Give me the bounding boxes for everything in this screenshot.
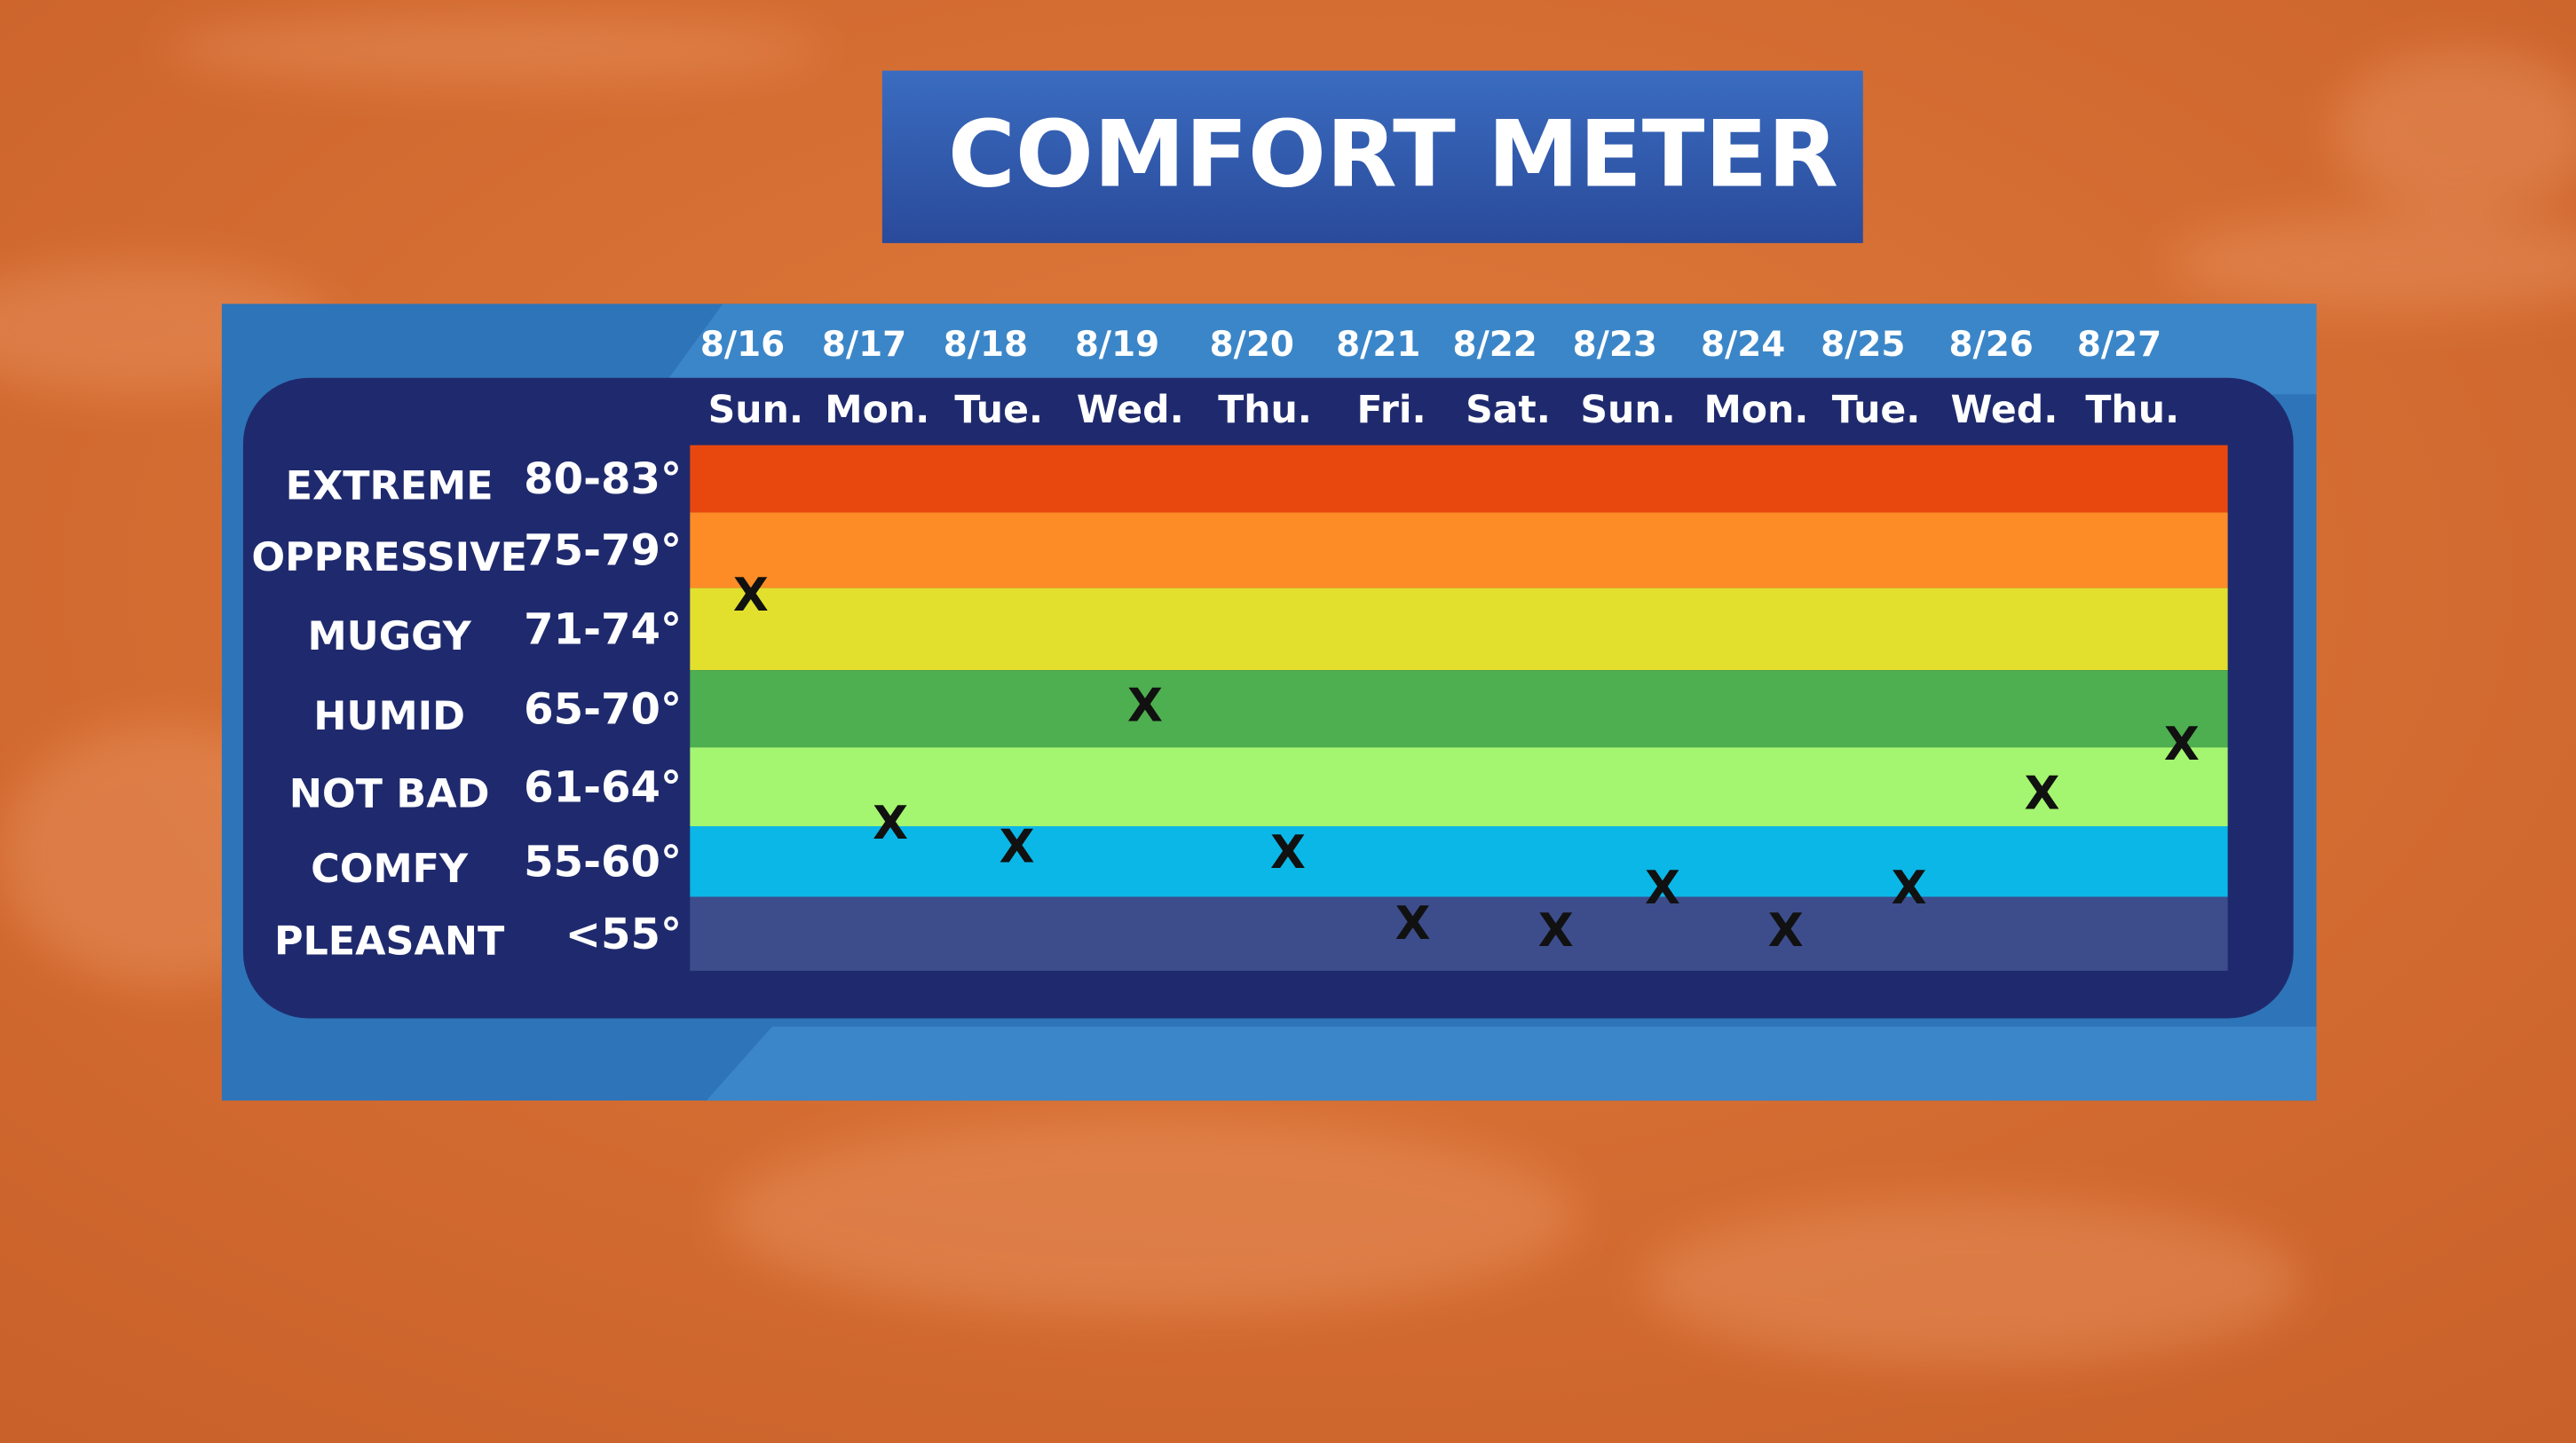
title: COMFORT METER: [948, 102, 1838, 209]
day-label: Sun.: [708, 388, 803, 432]
day-label: Mon.: [1703, 388, 1808, 432]
band-range: 65-70°: [524, 684, 682, 734]
band-label: MUGGY: [307, 614, 471, 659]
band: [690, 512, 2228, 588]
date-label: 8/24: [1701, 325, 1785, 365]
date-label: 8/26: [1948, 325, 2033, 365]
band-range: 61-64°: [524, 762, 682, 812]
band-label: OPPRESSIVE: [251, 535, 527, 580]
band-label: COMFY: [311, 847, 469, 892]
comfort-mark: X: [1538, 904, 1574, 958]
band-range: 75-79°: [524, 526, 682, 576]
date-label: 8/25: [1821, 325, 1905, 365]
band-label: EXTREME: [286, 464, 494, 509]
comfort-mark: X: [1892, 862, 1927, 915]
date-label: 8/17: [822, 325, 906, 365]
comfort-mark: X: [1645, 862, 1680, 915]
comfort-mark: X: [873, 797, 908, 850]
band: [690, 825, 2228, 897]
band-range: 55-60°: [524, 837, 682, 887]
band: [690, 747, 2228, 826]
band-label: NOT BAD: [289, 772, 490, 817]
band: [690, 587, 2228, 671]
comfort-mark: X: [1000, 821, 1035, 874]
band: [690, 896, 2228, 971]
day-label: Sun.: [1580, 388, 1675, 432]
band-label: PLEASANT: [274, 919, 505, 964]
comfort-mark: X: [733, 569, 769, 622]
band-range: 71-74°: [524, 605, 682, 655]
day-label: Wed.: [1077, 388, 1184, 432]
day-label: Mon.: [825, 388, 929, 432]
comfort-mark: X: [1395, 897, 1431, 950]
date-label: 8/18: [944, 325, 1028, 365]
band: [690, 445, 2228, 513]
panel-stripe: [706, 1026, 2317, 1101]
date-label: 8/20: [1210, 325, 1294, 365]
day-label: Thu.: [2085, 388, 2179, 432]
day-label: Tue.: [1832, 388, 1921, 432]
day-label: Thu.: [1218, 388, 1312, 432]
date-label: 8/21: [1336, 325, 1420, 365]
comfort-mark: X: [1768, 904, 1804, 958]
comfort-mark: X: [2164, 718, 2200, 771]
band-range: 80-83°: [524, 454, 682, 504]
day-label: Tue.: [954, 388, 1043, 432]
day-label: Fri.: [1357, 388, 1426, 432]
title-box: [881, 70, 1863, 243]
band-range: <55°: [565, 910, 682, 959]
date-label: 8/19: [1075, 325, 1159, 365]
comfort-mark: X: [1127, 680, 1163, 733]
day-label: Wed.: [1950, 388, 2058, 432]
comfort-mark: X: [1270, 826, 1306, 879]
date-label: 8/23: [1573, 325, 1657, 365]
day-label: Sat.: [1466, 388, 1551, 432]
comfort-mark: X: [2025, 768, 2060, 821]
band: [690, 670, 2228, 748]
date-label: 8/16: [700, 325, 785, 365]
band-label: HUMID: [313, 694, 465, 739]
date-label: 8/22: [1453, 325, 1537, 365]
panel-stripe: [657, 304, 2317, 395]
date-label: 8/27: [2077, 325, 2161, 365]
